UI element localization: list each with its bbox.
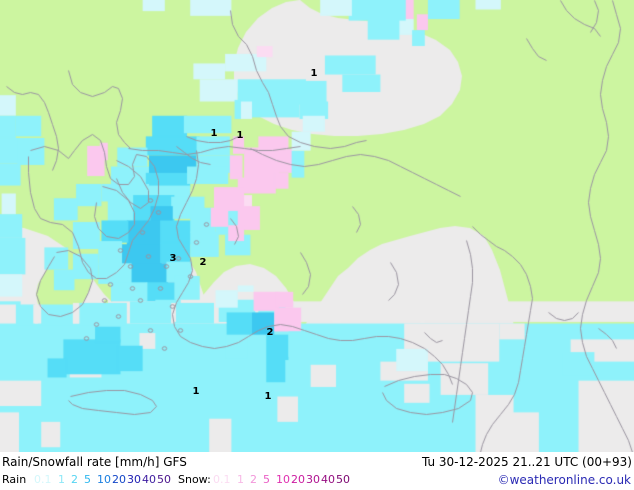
map-value-label: 2 xyxy=(266,327,274,338)
map-value-label: 1 xyxy=(236,130,244,141)
rain-scale-40: 40 xyxy=(142,473,156,486)
map-value-label: 2 xyxy=(199,257,207,268)
copyright-notice: ©weatheronline.co.uk xyxy=(497,473,631,487)
forecast-datetime: Tu 30-12-2025 21..21 UTC (00+93) xyxy=(421,455,632,469)
precipitation-map[interactable]: 1 1 1 3 2 2 1 1 xyxy=(0,0,634,452)
footer-title-row: Rain/Snowfall rate [mm/h] GFS Tu 30-12-2… xyxy=(0,452,634,471)
snow-scale-40: 40 xyxy=(321,473,335,486)
rain-scale-2: 2 xyxy=(71,473,78,486)
map-canvas[interactable] xyxy=(0,0,634,452)
rain-scale-5: 5 xyxy=(84,473,91,486)
snow-scale-0.1: 0.1 xyxy=(213,473,231,486)
map-footer: Rain/Snowfall rate [mm/h] GFS Tu 30-12-2… xyxy=(0,452,634,490)
rain-legend-label: Rain xyxy=(2,473,27,486)
rain-scale-1: 1 xyxy=(58,473,65,486)
snow-scale-20: 20 xyxy=(291,473,305,486)
snow-scale-10: 10 xyxy=(276,473,290,486)
map-value-label: 1 xyxy=(264,391,272,402)
page-title: Rain/Snowfall rate [mm/h] GFS xyxy=(2,455,187,469)
map-value-label: 1 xyxy=(192,386,200,397)
snow-scale-5: 5 xyxy=(263,473,270,486)
snow-scale-30: 30 xyxy=(306,473,320,486)
snow-scale-50: 50 xyxy=(336,473,350,486)
rain-scale-0.1: 0.1 xyxy=(34,473,52,486)
snow-legend-label: Snow: xyxy=(178,473,211,486)
footer-legend-row: Rain 0.1 1 2 5 10 20 30 40 50 Snow: 0.1 1 2 5 10 20 30 40 5… xyxy=(0,470,634,490)
snow-scale-2: 2 xyxy=(250,473,257,486)
rain-scale-50: 50 xyxy=(157,473,171,486)
rain-scale-30: 30 xyxy=(127,473,141,486)
rain-scale-10: 10 xyxy=(97,473,111,486)
snow-scale-1: 1 xyxy=(237,473,244,486)
rain-scale-20: 20 xyxy=(112,473,126,486)
map-value-label: 1 xyxy=(210,128,218,139)
map-value-label: 3 xyxy=(169,253,177,264)
map-value-label: 1 xyxy=(310,68,318,79)
